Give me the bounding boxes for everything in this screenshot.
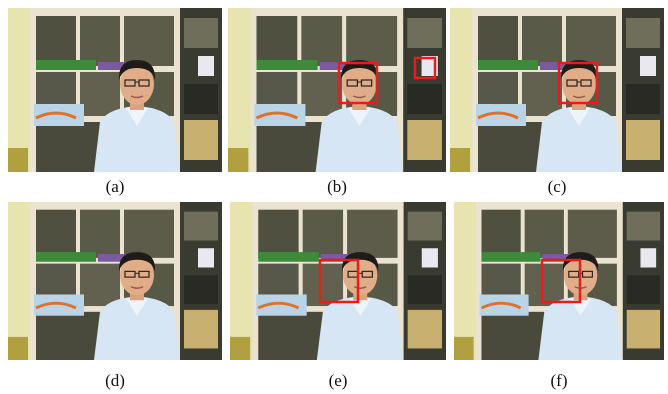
caption: (e) (230, 371, 446, 391)
photo (454, 202, 664, 360)
caption: (f) (454, 371, 664, 391)
photo (8, 8, 222, 172)
photo (230, 202, 446, 360)
caption: (c) (450, 177, 664, 197)
caption: (d) (8, 371, 222, 391)
caption: (b) (228, 177, 446, 197)
photo (8, 202, 222, 360)
photo (228, 8, 446, 172)
caption: (a) (8, 177, 222, 197)
figure: (a) (b) (c) (d) (e) (f) (() => { const d… (0, 0, 668, 394)
photo (450, 8, 664, 172)
